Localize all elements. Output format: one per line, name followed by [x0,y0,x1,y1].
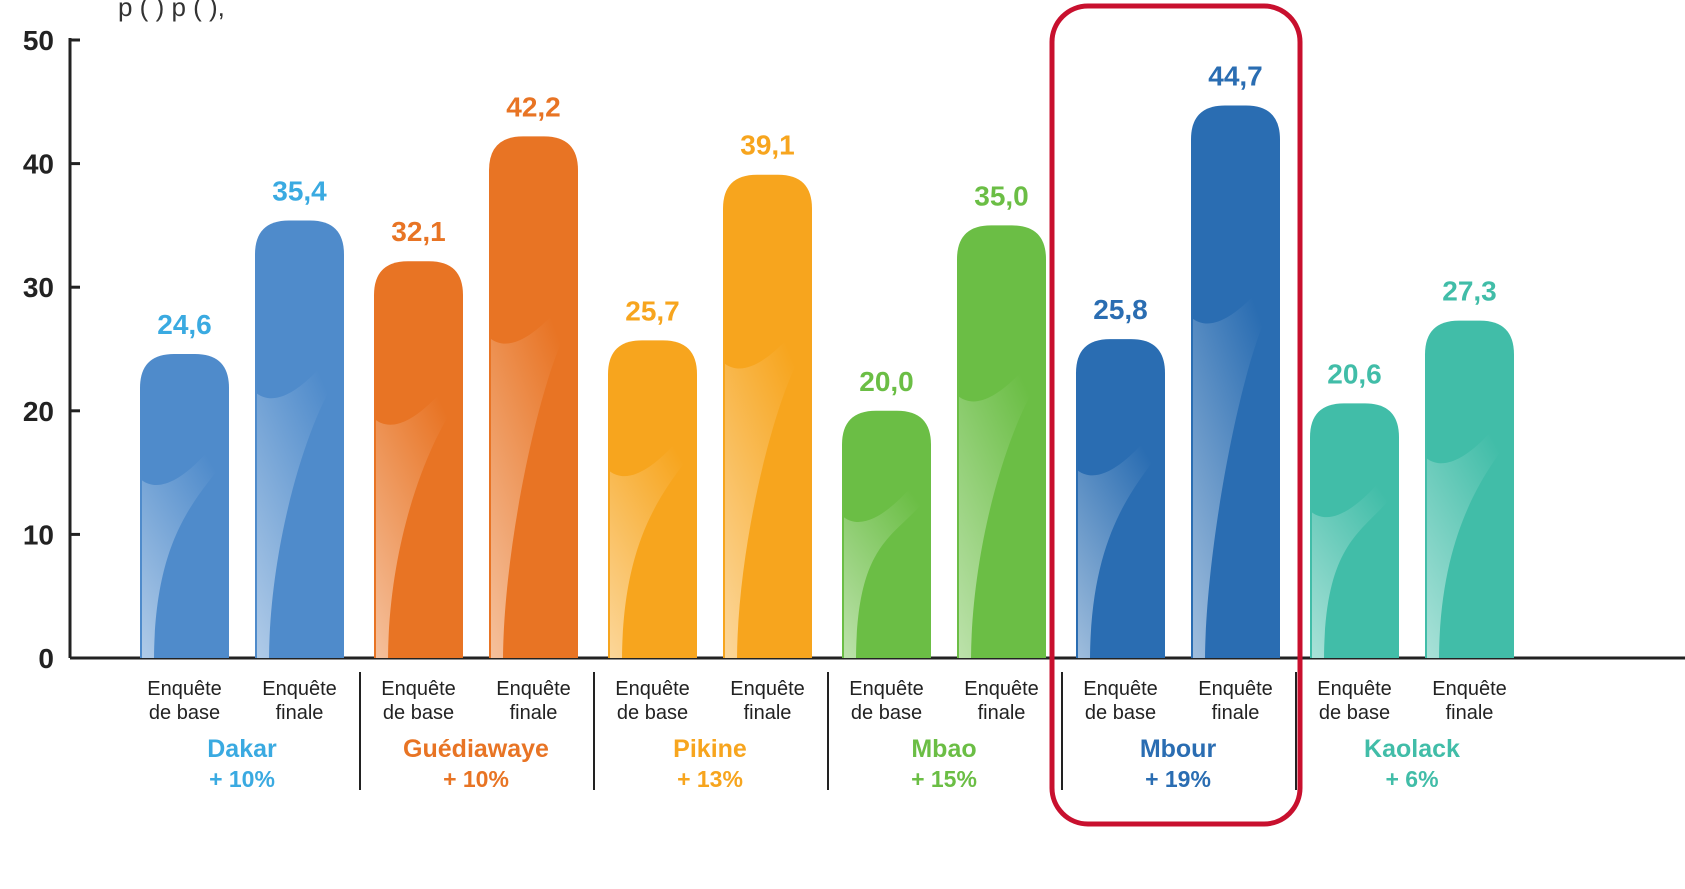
bar-label-line: Enquête [730,678,805,700]
bar-gloss-gu-diawaye-final [491,288,574,658]
y-tick-label-20: 20 [23,396,54,427]
bar-label-line: de base [617,702,688,724]
value-label-dakar-base: 24,6 [157,309,212,340]
bar-gloss-pikine-base [610,421,693,658]
y-tick-label-0: 0 [38,643,54,674]
bar-label-line: Enquête [1317,678,1392,700]
bar-label-line: de base [851,702,922,724]
group-change-pikine: + 13% [677,766,743,792]
bar-label-line: de base [1085,702,1156,724]
bar-label-line: Enquête [1432,678,1507,700]
bar-label-line: Enquête [147,678,222,700]
bar-label-mbour-base: Enquête de base [1083,678,1158,724]
y-tick-label-30: 30 [23,272,54,303]
group-name-gu-diawaye: Guédiawaye [403,735,549,763]
value-label-mbao-final: 35,0 [974,180,1029,211]
group-change-dakar: + 10% [209,766,275,792]
bar-label-gu-diawaye-final: Enquête finale [496,678,571,724]
bar-gloss-kaolack-final [1427,408,1510,658]
value-label-mbao-base: 20,0 [859,366,914,397]
bar-label-gu-diawaye-base: Enquête de base [381,678,456,724]
value-label-pikine-base: 25,7 [625,295,680,326]
bar-label-line: Enquête [849,678,924,700]
bar-label-mbao-base: Enquête de base [849,678,924,724]
bar-label-line: Enquête [1198,678,1273,700]
bar-label-line: finale [978,702,1026,724]
y-tick-label-40: 40 [23,149,54,180]
bar-label-line: Enquête [964,678,1039,700]
bar-label-line: Enquête [496,678,571,700]
bar-label-line: de base [149,702,220,724]
bar-label-mbao-final: Enquête finale [964,678,1039,724]
bar-gloss-mbour-base [1078,420,1161,658]
bar-gloss-mbour-final [1193,268,1276,658]
bar-label-line: finale [276,702,324,724]
value-label-gu-diawaye-base: 32,1 [391,216,446,247]
bar-label-line: finale [1446,702,1494,724]
bar-label-line: finale [1212,702,1260,724]
value-label-mbour-final: 44,7 [1208,61,1263,92]
bar-label-line: Enquête [381,678,456,700]
bar-label-mbour-final: Enquête finale [1198,678,1273,724]
highlight-box-mbour [1049,3,1303,827]
value-label-pikine-final: 39,1 [740,130,795,161]
bar-label-line: Enquête [1083,678,1158,700]
group-change-gu-diawaye: + 10% [443,766,509,792]
value-label-dakar-final: 35,4 [272,175,327,206]
group-change-kaolack: + 6% [1385,766,1438,792]
group-name-kaolack: Kaolack [1364,735,1460,763]
bar-label-dakar-base: Enquête de base [147,678,222,724]
bar-gloss-pikine-final [725,313,808,658]
group-name-pikine: Pikine [673,735,747,763]
group-name-mbao: Mbao [911,735,976,763]
y-tick-label-10: 10 [23,519,54,550]
bar-label-kaolack-base: Enquête de base [1317,678,1392,724]
y-tick-label-50: 50 [23,25,54,56]
group-change-mbour: + 19% [1145,766,1211,792]
top-caption: p ( ) p ( ), [118,0,225,22]
bar-gloss-mbao-base [844,467,927,658]
bar-label-pikine-final: Enquête finale [730,678,805,724]
bar-label-line: finale [510,702,558,724]
group-name-mbour: Mbour [1140,735,1217,763]
bar-gloss-dakar-final [257,343,340,658]
bar-label-line: finale [744,702,792,724]
bar-label-dakar-final: Enquête finale [262,678,337,724]
bar-label-line: de base [383,702,454,724]
bar-label-line: Enquête [262,678,337,700]
bar-gloss-kaolack-base [1312,462,1395,658]
bar-label-line: Enquête [615,678,690,700]
value-label-mbour-base: 25,8 [1093,294,1148,325]
value-label-kaolack-base: 20,6 [1327,358,1382,389]
bar-gloss-mbao-final [959,346,1042,658]
bar-gloss-gu-diawaye-base [376,370,459,658]
bar-label-kaolack-final: Enquête finale [1432,678,1507,724]
bar-gloss-dakar-base [142,430,225,658]
group-name-dakar: Dakar [207,735,277,763]
value-label-gu-diawaye-final: 42,2 [506,91,561,122]
bar-label-line: de base [1319,702,1390,724]
bar-label-pikine-base: Enquête de base [615,678,690,724]
group-change-mbao: + 15% [911,766,977,792]
value-label-kaolack-final: 27,3 [1442,276,1497,307]
